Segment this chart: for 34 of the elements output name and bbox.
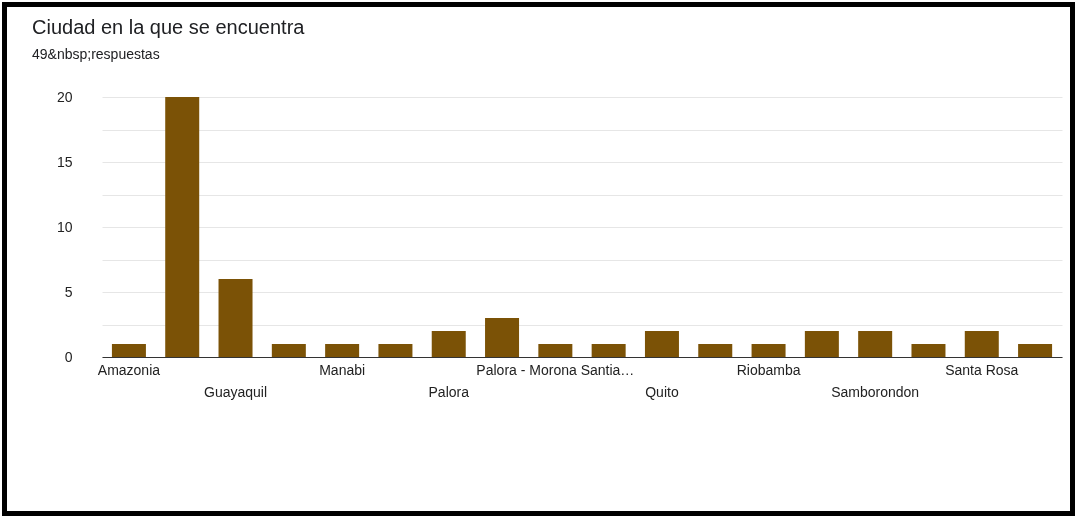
bar: [218, 279, 253, 357]
bar: [431, 331, 466, 357]
bar: [111, 344, 146, 357]
bar: [964, 331, 999, 357]
x-tick-label: Palora - Morona Santia…: [476, 361, 635, 378]
x-tick-label: Guayaquil: [204, 383, 268, 400]
y-tick-label: 15: [56, 153, 73, 170]
x-tick-label: Samborondon: [831, 383, 920, 400]
bar: [485, 318, 520, 357]
chart-title: Ciudad en la que se encuentra: [32, 16, 306, 38]
y-tick-label: 0: [64, 348, 73, 365]
chart-subtitle: 49&nbsp;respuestas: [32, 46, 160, 62]
x-tick-label: Quito: [645, 383, 679, 400]
bar: [538, 344, 573, 357]
x-tick-label: Palora: [428, 383, 470, 400]
x-tick-label: Amazonia: [97, 361, 161, 378]
y-tick-label: 10: [56, 218, 73, 235]
bar: [858, 331, 893, 357]
bar: [325, 344, 360, 357]
y-tick-label: 5: [64, 283, 73, 300]
bar: [644, 331, 679, 357]
bar: [804, 331, 839, 357]
x-tick-label: Riobamba: [736, 361, 801, 378]
bar: [1018, 344, 1053, 357]
bar: [911, 344, 946, 357]
bar: [591, 344, 626, 357]
y-tick-label: 20: [56, 88, 73, 105]
x-tick-label: Santa Rosa: [945, 361, 1019, 378]
bar: [698, 344, 733, 357]
bar: [378, 344, 413, 357]
bar: [165, 97, 200, 357]
x-tick-label: Manabi: [319, 361, 366, 378]
bar: [271, 344, 306, 357]
bar: [751, 344, 786, 357]
